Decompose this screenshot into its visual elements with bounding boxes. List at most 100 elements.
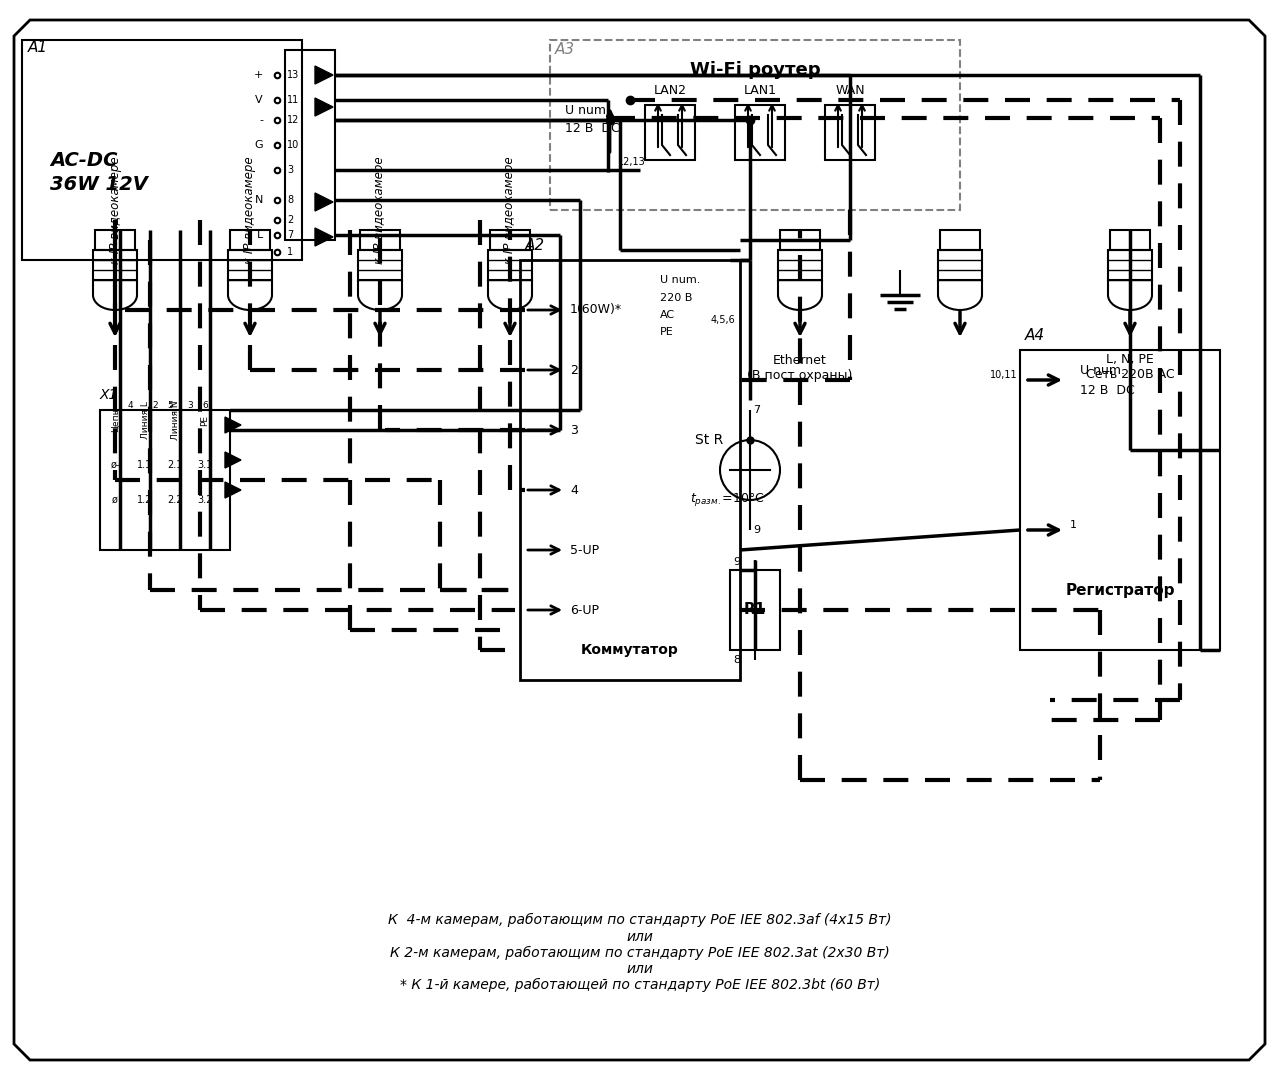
Text: +: +	[253, 70, 263, 80]
Polygon shape	[315, 228, 333, 246]
Text: 2: 2	[570, 364, 578, 377]
Text: 1.1: 1.1	[137, 460, 152, 470]
Text: 7: 7	[753, 405, 760, 415]
Text: к IP видеокамере: к IP видеокамере	[504, 157, 517, 264]
Text: LAN2: LAN2	[654, 83, 687, 96]
Text: 3.1: 3.1	[197, 460, 212, 470]
Text: 10: 10	[286, 140, 299, 150]
Text: A2: A2	[524, 238, 545, 253]
Polygon shape	[225, 453, 240, 468]
Text: L: L	[257, 230, 263, 240]
Text: 2.2: 2.2	[168, 495, 183, 505]
Text: 2: 2	[152, 401, 157, 409]
Text: -: -	[260, 114, 263, 125]
Text: 12 В  DC: 12 В DC	[565, 121, 620, 135]
Bar	[938, 249, 982, 280]
Bar	[825, 105, 875, 160]
Bar	[228, 249, 272, 280]
Text: 3: 3	[187, 401, 193, 409]
Text: Регистратор: Регистратор	[1065, 582, 1174, 597]
Text: Цепь: Цепь	[110, 408, 119, 432]
Text: Линия N: Линия N	[170, 401, 179, 440]
Text: 13: 13	[286, 70, 299, 80]
Bar	[359, 230, 400, 249]
Bar	[778, 249, 822, 280]
Text: AC: AC	[660, 310, 675, 320]
Text: St R: St R	[694, 433, 723, 447]
Text: G: G	[255, 140, 263, 150]
Text: 7: 7	[286, 230, 293, 240]
Text: 11: 11	[286, 95, 299, 105]
Text: Wi-Fi роутер: Wi-Fi роутер	[689, 60, 820, 79]
Bar	[95, 230, 136, 249]
Text: 12,13: 12,13	[618, 157, 646, 167]
Bar	[780, 230, 820, 249]
Text: 9: 9	[753, 525, 760, 535]
Text: V: V	[256, 95, 263, 105]
Bar	[230, 230, 270, 249]
Text: A3: A3	[555, 42, 576, 57]
Bar	[489, 249, 532, 280]
Text: R1: R1	[744, 603, 766, 618]
Text: 6: 6	[202, 401, 208, 409]
Text: * К 1-й камере, работающей по стандарту PoE IEE 802.3bt (60 Вт): * К 1-й камере, работающей по стандарту …	[400, 978, 880, 993]
Text: 1: 1	[286, 247, 293, 257]
Text: Ethernet: Ethernet	[773, 353, 828, 366]
Text: 5: 5	[168, 401, 173, 409]
Bar	[93, 249, 137, 280]
Text: 5-UP: 5-UP	[570, 543, 599, 556]
Polygon shape	[315, 66, 333, 84]
Text: PE: PE	[201, 415, 210, 426]
Text: 1(60W)*: 1(60W)*	[570, 303, 622, 316]
Bar	[645, 105, 694, 160]
Text: 3: 3	[286, 165, 293, 175]
Bar	[940, 230, 980, 249]
Polygon shape	[225, 417, 240, 433]
Bar	[1108, 249, 1152, 280]
Text: 8: 8	[286, 195, 293, 205]
Bar	[735, 105, 785, 160]
Text: X1: X1	[100, 388, 119, 402]
Text: 220 В: 220 В	[660, 293, 692, 303]
Bar	[490, 230, 530, 249]
Text: 8: 8	[733, 654, 741, 665]
Text: 12 В  DC: 12 В DC	[1079, 383, 1134, 396]
Text: К  4-м камерам, работающим по стандарту PoE IEE 802.3af (4x15 Вт): К 4-м камерам, работающим по стандарту P…	[389, 913, 891, 927]
Text: 1.2: 1.2	[137, 495, 152, 505]
Text: WAN: WAN	[835, 83, 865, 96]
Text: 1: 1	[1071, 519, 1077, 530]
Text: U num.: U num.	[1079, 364, 1126, 377]
Text: 12: 12	[286, 114, 299, 125]
Text: Линия L: Линия L	[141, 401, 150, 438]
Text: (В пост охраны): (В пост охраны)	[747, 368, 853, 381]
Bar	[358, 249, 402, 280]
Text: 10,11: 10,11	[990, 370, 1018, 380]
Text: 1: 1	[113, 401, 118, 409]
Text: 3.2: 3.2	[197, 495, 212, 505]
Text: 9: 9	[733, 557, 741, 567]
Text: ø-: ø-	[110, 460, 120, 470]
Text: 2.1: 2.1	[168, 460, 183, 470]
Text: N: N	[255, 195, 263, 205]
Text: 4,5,6: 4,5,6	[710, 315, 735, 325]
Text: к IP видеокамере: к IP видеокамере	[243, 157, 257, 264]
Bar	[550, 40, 961, 210]
Text: U num.: U num.	[565, 104, 610, 117]
Polygon shape	[315, 98, 333, 116]
Text: к IP видеокамере: к IP видеокамере	[373, 157, 386, 264]
Bar	[730, 570, 780, 650]
Text: Сеть 220В AC: Сеть 220В AC	[1086, 368, 1174, 381]
Text: ø: ø	[113, 495, 118, 505]
Text: A4: A4	[1024, 327, 1045, 342]
Text: PE: PE	[660, 327, 674, 337]
Bar	[100, 410, 230, 550]
Text: Коммутатор: Коммутатор	[581, 643, 679, 657]
Text: AC-DC: AC-DC	[50, 150, 118, 170]
Text: 36W 12V: 36W 12V	[50, 175, 148, 194]
Bar	[1019, 350, 1220, 650]
Text: LAN1: LAN1	[743, 83, 776, 96]
Text: L, N, PE: L, N, PE	[1106, 353, 1154, 366]
Text: 4: 4	[570, 484, 578, 497]
Polygon shape	[315, 193, 333, 211]
Polygon shape	[225, 482, 240, 498]
